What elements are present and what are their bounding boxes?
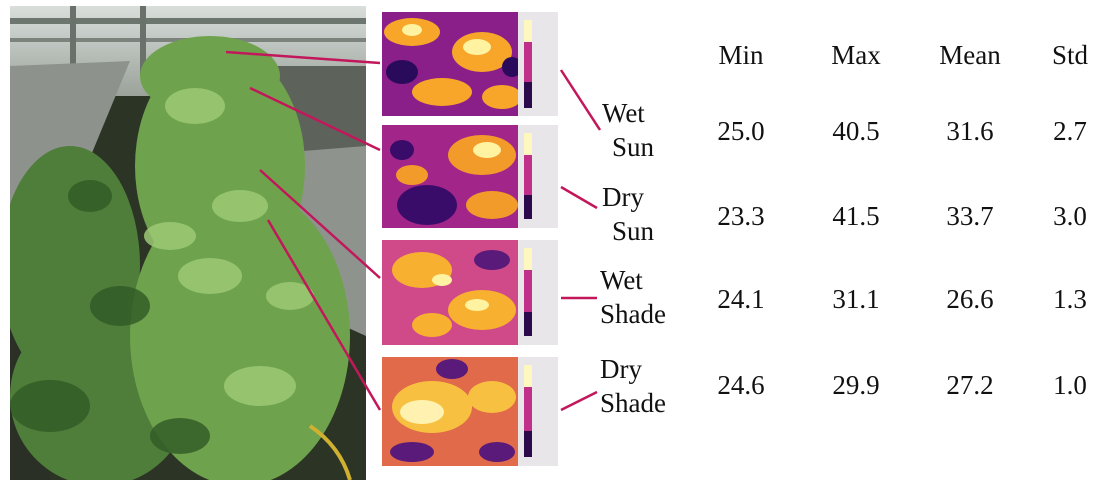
cell-dry-shade-std: 1.0 — [1053, 370, 1087, 400]
cell-wet-shade-mean: 26.6 — [946, 284, 994, 314]
cell-wet-shade-max: 31.1 — [832, 284, 880, 314]
cell-dry-shade-min: 24.6 — [717, 370, 765, 400]
condition-line1: Wet — [602, 98, 645, 128]
cell-wet-shade-min: 24.1 — [717, 284, 765, 314]
condition-line2: Sun — [612, 132, 655, 162]
thermal-image-dry-shade — [382, 357, 558, 466]
cell-wet-sun-mean: 31.6 — [946, 116, 994, 146]
column-header-max: Max — [831, 40, 881, 70]
cell-dry-sun-min: 23.3 — [717, 201, 765, 231]
column-header-mean: Mean — [939, 40, 1001, 70]
cell-wet-sun-min: 25.0 — [717, 116, 765, 146]
condition-label-dry-shade: Dry Shade — [600, 352, 666, 420]
condition-line2: Sun — [612, 216, 655, 246]
column-header-std: Std — [1051, 40, 1089, 70]
cell-wet-sun-max: 40.5 — [832, 116, 880, 146]
condition-label-wet-shade: Wet Shade — [600, 263, 666, 331]
condition-line2: Shade — [600, 388, 666, 418]
cell-dry-sun-std: 3.0 — [1053, 201, 1087, 231]
cell-wet-sun-std: 2.7 — [1053, 116, 1087, 146]
cell-dry-sun-mean: 33.7 — [946, 201, 994, 231]
column-header-min: Min — [718, 40, 764, 70]
thermal-image-wet-shade — [382, 240, 558, 345]
cell-wet-shade-std: 1.3 — [1053, 284, 1087, 314]
plant-bed-photo — [10, 6, 366, 480]
condition-line2: Shade — [600, 299, 666, 329]
condition-label-dry-sun: Dry Sun — [602, 180, 654, 248]
cell-dry-shade-mean: 27.2 — [946, 370, 994, 400]
condition-label-wet-sun: Wet Sun — [602, 96, 654, 164]
condition-line1: Wet — [600, 265, 643, 295]
cell-dry-shade-max: 29.9 — [832, 370, 880, 400]
condition-line1: Dry — [602, 182, 644, 212]
condition-line1: Dry — [600, 354, 642, 384]
cell-dry-sun-max: 41.5 — [832, 201, 880, 231]
thermal-image-wet-sun — [382, 12, 558, 116]
thermal-image-dry-sun — [382, 125, 558, 228]
